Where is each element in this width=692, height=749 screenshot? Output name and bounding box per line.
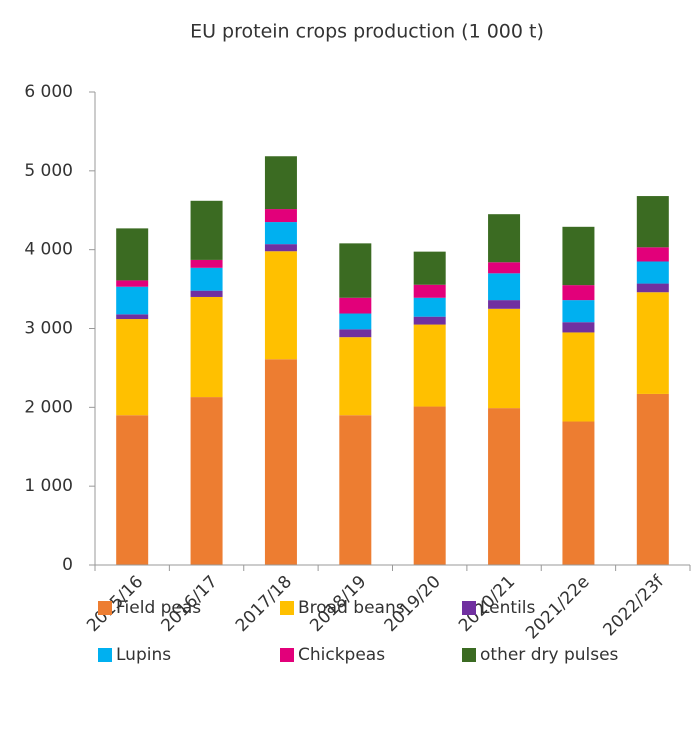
bar-segment — [339, 337, 372, 416]
y-tick-label: 4 000 — [24, 240, 73, 260]
bar-segment — [190, 259, 223, 268]
y-tick-label: 2 000 — [24, 397, 73, 417]
legend-label: Broad beans — [298, 598, 405, 618]
y-tick-label: 3 000 — [24, 319, 73, 339]
bar-segment — [339, 243, 372, 298]
bar-segment — [116, 280, 149, 287]
bar-segment — [488, 262, 521, 274]
bar-segment — [264, 209, 297, 223]
bar-segment — [488, 273, 521, 301]
chart-title: EU protein crops production (1 000 t) — [190, 21, 544, 43]
bar-segment — [116, 415, 149, 565]
bar-segment — [636, 393, 669, 565]
bar-segment — [636, 292, 669, 394]
bar-segment — [264, 156, 297, 210]
bar-segment — [413, 284, 446, 298]
bar-segment — [636, 247, 669, 262]
bar-segment — [116, 319, 149, 416]
legend-label: Lupins — [116, 645, 171, 665]
bar-segment — [413, 406, 446, 565]
bar-segment — [190, 290, 223, 297]
legend-swatch — [98, 601, 112, 615]
x-tick-label: 2022/23f — [600, 571, 669, 640]
bar-segment — [488, 408, 521, 565]
bar-segment — [339, 329, 372, 338]
legend-swatch — [462, 648, 476, 662]
y-tick-label: 6 000 — [24, 82, 73, 102]
bar-segment — [190, 200, 223, 260]
bar-segment — [339, 415, 372, 565]
bar-segment — [264, 359, 297, 565]
bar-segment — [413, 251, 446, 285]
y-tick-label: 1 000 — [24, 476, 73, 496]
bar-segment — [116, 314, 149, 320]
bar-segment — [636, 283, 669, 293]
bar-segment — [636, 261, 669, 284]
legend-label: other dry pulses — [480, 645, 619, 665]
bar-segment — [339, 313, 372, 330]
bar-segment — [264, 251, 297, 360]
y-tick-label: 5 000 — [24, 161, 73, 181]
legend-swatch — [280, 601, 294, 615]
legend-swatch — [280, 648, 294, 662]
bar-segment — [488, 214, 521, 263]
legend-label: Lentils — [480, 598, 536, 618]
bar-segment — [264, 222, 297, 245]
bar-segment — [562, 322, 595, 333]
legend-swatch — [462, 601, 476, 615]
bar-segment — [413, 297, 446, 317]
legend-label: Field peas — [116, 598, 201, 618]
bar-segment — [488, 308, 521, 409]
y-tick-label: 0 — [62, 555, 73, 575]
bar-segment — [562, 332, 595, 422]
bar-segment — [562, 421, 595, 565]
bar-segment — [562, 285, 595, 301]
legend-swatch — [98, 648, 112, 662]
bar-segment — [562, 300, 595, 323]
bar-segment — [636, 196, 669, 248]
bar-segment — [413, 316, 446, 325]
bar-segment — [264, 244, 297, 252]
legend-label: Chickpeas — [298, 645, 385, 665]
bar-segment — [190, 296, 223, 398]
bar-segment — [190, 397, 223, 565]
bar-segment — [339, 297, 372, 314]
bar-segment — [562, 226, 595, 286]
bar-segment — [413, 324, 446, 407]
bar-segment — [488, 300, 521, 309]
bar-segment — [116, 286, 149, 315]
bar-segment — [190, 267, 223, 291]
bar-segment — [116, 228, 149, 281]
